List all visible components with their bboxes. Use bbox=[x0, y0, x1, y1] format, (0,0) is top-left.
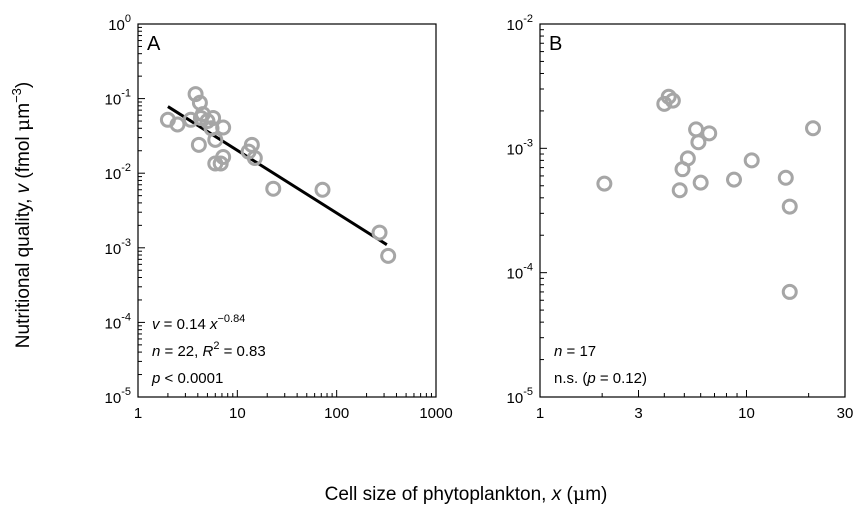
x-tick-label: 1 bbox=[134, 405, 142, 422]
data-point bbox=[169, 116, 186, 133]
data-point bbox=[692, 174, 709, 191]
data-point bbox=[777, 169, 794, 186]
data-point bbox=[688, 121, 705, 138]
panel-label: A bbox=[147, 33, 161, 55]
y-axis-label: Nutritional quality, v (fmol μm−3) bbox=[9, 82, 34, 349]
x-tick-label: 10 bbox=[229, 405, 246, 422]
data-point bbox=[660, 88, 677, 105]
stats-annotation: n = 17 bbox=[554, 343, 596, 360]
data-point bbox=[664, 92, 681, 109]
y-tick-label: 10-5 bbox=[105, 386, 131, 407]
y-tick-label: 10-4 bbox=[105, 311, 131, 332]
y-tick-label: 10-2 bbox=[105, 162, 131, 183]
data-point bbox=[314, 181, 331, 198]
x-tick-label: 100 bbox=[324, 405, 349, 422]
data-point bbox=[671, 182, 688, 199]
data-point bbox=[246, 149, 263, 166]
data-point bbox=[265, 180, 282, 197]
data-point bbox=[725, 171, 742, 188]
data-point bbox=[215, 148, 232, 165]
stats-annotation: n = 22, R2 = 0.83 bbox=[152, 340, 266, 360]
panel-label: B bbox=[549, 33, 562, 55]
data-point bbox=[207, 131, 224, 148]
data-point bbox=[781, 283, 798, 300]
x-tick-label: 3 bbox=[634, 405, 642, 422]
stats-annotation: n.s. (p = 0.12) bbox=[554, 370, 647, 387]
data-point bbox=[679, 150, 696, 167]
data-point bbox=[371, 224, 388, 241]
fit-line bbox=[167, 105, 388, 246]
x-tick-label: 1000 bbox=[419, 405, 452, 422]
stats-annotation: p < 0.0001 bbox=[151, 370, 223, 387]
y-tick-label: 10-3 bbox=[105, 237, 131, 258]
y-tick-label: 10-4 bbox=[507, 262, 533, 283]
data-point bbox=[205, 109, 222, 126]
data-point bbox=[805, 120, 822, 137]
y-tick-label: 10-5 bbox=[507, 386, 533, 407]
y-tick-label: 100 bbox=[108, 13, 131, 34]
data-point bbox=[701, 125, 718, 142]
x-tick-label: 10 bbox=[738, 405, 755, 422]
data-point bbox=[215, 119, 232, 136]
data-point bbox=[596, 175, 613, 192]
data-point bbox=[690, 134, 707, 151]
panel-a: 1 10 100 1000 10-5 10-4 10-3 10-2 10-1 100 Av = 0.… bbox=[105, 13, 453, 422]
data-point bbox=[743, 152, 760, 169]
plot-frame bbox=[539, 23, 846, 398]
y-tick-label: 10-1 bbox=[105, 88, 131, 109]
panel-b: 1 3 10 30 10-5 10-4 10-3 10-2 Bn = 17 n.s. (p = 0… bbox=[507, 13, 854, 422]
data-point bbox=[781, 198, 798, 215]
x-tick-label: 30 bbox=[837, 405, 854, 422]
x-tick-label: 1 bbox=[536, 405, 544, 422]
data-point bbox=[190, 136, 207, 153]
x-axis-label: Cell size of phytoplankton, x (μm) bbox=[325, 483, 608, 505]
data-point bbox=[187, 86, 204, 103]
data-point bbox=[380, 247, 397, 264]
stats-annotation: v = 0.14 x−0.84 bbox=[152, 313, 245, 333]
y-tick-label: 10-3 bbox=[507, 137, 533, 158]
y-tick-label: 10-2 bbox=[507, 13, 533, 34]
plot-frame bbox=[137, 23, 437, 398]
